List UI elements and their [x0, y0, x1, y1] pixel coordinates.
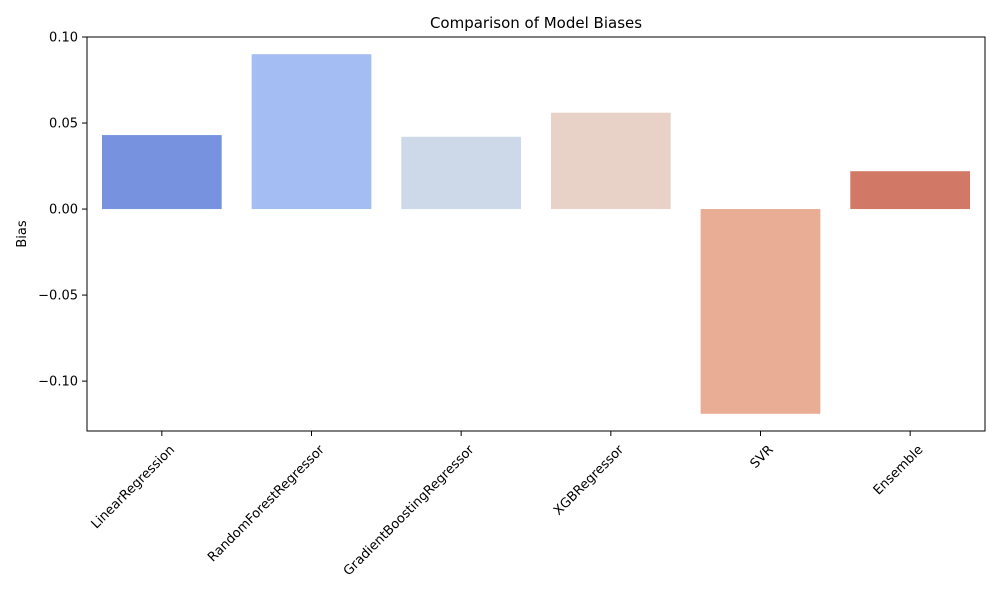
- x-axis: LinearRegression RandomForestRegressor Gra…: [89, 431, 927, 579]
- bar-LinearRegression: [101, 135, 222, 210]
- y-tick-label: 0.05: [49, 117, 78, 132]
- x-tick-label: Ensemble: [871, 443, 927, 499]
- x-tick-label: GradientBoostingRegressor: [341, 442, 478, 579]
- bar-GradientBoostingRegressor: [401, 136, 522, 210]
- bar-RandomForestRegressor: [251, 54, 372, 210]
- y-tick-label: 0.00: [49, 203, 78, 218]
- y-axis: −0.10 −0.05 0.00 0.05 0.10: [38, 31, 87, 390]
- bar-SVR: [700, 209, 821, 414]
- chart-title: Comparison of Model Biases: [430, 14, 642, 32]
- x-tick-label: XGBRegressor: [551, 442, 627, 518]
- y-tick-label: 0.10: [49, 31, 78, 46]
- y-tick-label: −0.10: [38, 375, 78, 390]
- x-tick-label: LinearRegression: [89, 443, 178, 532]
- bar-XGBRegressor: [550, 112, 671, 210]
- x-tick-label: SVR: [748, 443, 777, 472]
- y-axis-label: Bias: [15, 220, 30, 247]
- bars-group: [101, 54, 971, 414]
- plot-frame: [86, 36, 986, 432]
- x-tick-label: RandomForestRegressor: [205, 442, 328, 565]
- y-tick-label: −0.05: [38, 289, 78, 304]
- bar-Ensemble: [850, 171, 971, 210]
